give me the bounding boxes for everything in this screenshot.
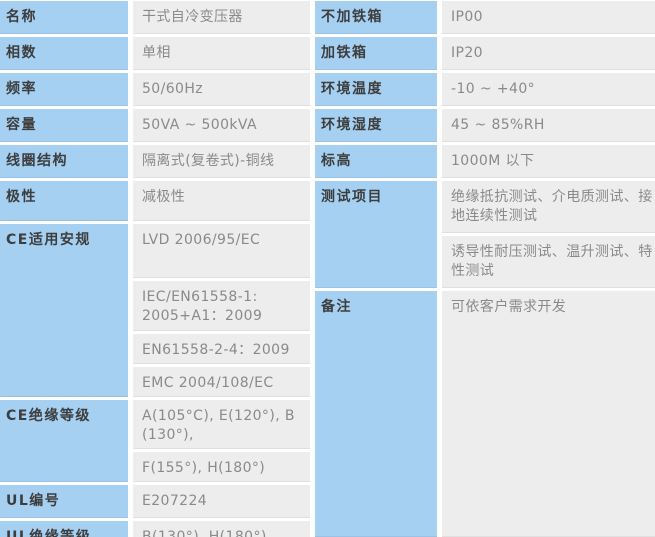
spec-value-test-2: 诱导性耐压测试、温升测试、特性测试 (442, 236, 655, 288)
spec-label-ul-insulation: UL绝缘等级 (0, 521, 128, 537)
spec-table-left: 名称 干式自冷变压器 相数 单相 频率 50/60Hz 容量 50VA ~ 500kVA 线圈结… (0, 1, 310, 537)
spec-label-polarity: 极性 (0, 181, 128, 221)
spec-values-name: 干式自冷变压器 (133, 1, 310, 34)
spec-values-ul-insulation: B(130°), H(180°) (133, 521, 310, 537)
spec-value-ce-ins-2: F(155°), H(180°) (133, 452, 310, 482)
spec-label-altitude: 标高 (315, 145, 437, 178)
spec-row-ambient-humidity: 环境湿度 45 ~ 85%RH (315, 109, 655, 142)
spec-value-phases-value: 单相 (133, 37, 310, 70)
spec-row-name: 名称 干式自冷变压器 (0, 1, 310, 34)
spec-row-altitude: 标高 1000M 以下 (315, 145, 655, 178)
spec-values-coil-structure: 隔离式(复卷式)-铜线 (133, 145, 310, 178)
spec-value-iron-box-value: IP20 (442, 37, 655, 70)
spec-row-ambient-temperature: 环境温度 -10 ~ +40° (315, 73, 655, 106)
spec-value-ul-ins-value: B(130°), H(180°) (133, 521, 310, 537)
spec-value-iec: IEC/EN61558-1: 2005+A1：2009 (133, 281, 310, 331)
spec-values-iron-box: IP20 (442, 37, 655, 70)
spec-values-test-items: 绝缘抵抗测试、介电质测试、接地连续性测试 诱导性耐压测试、温升测试、特性测试 (442, 181, 655, 288)
spec-table-right: 不加铁箱 IP00 加铁箱 IP20 环境温度 -10 ~ +40° 环境湿度 45 ~ 85… (315, 1, 655, 537)
spec-values-ce-safety: LVD 2006/95/EC IEC/EN61558-1: 2005+A1：200… (133, 224, 310, 397)
spec-row-phases: 相数 单相 (0, 37, 310, 70)
spec-value-temp-value: -10 ~ +40° (442, 73, 655, 106)
spec-label-test-items: 测试项目 (315, 181, 437, 288)
spec-values-altitude: 1000M 以下 (442, 145, 655, 178)
spec-values-capacity: 50VA ~ 500kVA (133, 109, 310, 142)
spec-row-polarity: 极性 减极性 (0, 181, 310, 221)
spec-label-capacity: 容量 (0, 109, 128, 142)
spec-values-ul-number: E207224 (133, 485, 310, 518)
spec-values-remark: 可依客户需求开发 (442, 291, 655, 537)
spec-row-remark: 备注 可依客户需求开发 (315, 291, 655, 537)
spec-value-remark-value: 可依客户需求开发 (442, 291, 655, 537)
spec-label-ce-safety: CE适用安规 (0, 224, 128, 397)
spec-row-frequency: 频率 50/60Hz (0, 73, 310, 106)
spec-row-ce-safety: CE适用安规 LVD 2006/95/EC IEC/EN61558-1: 2005+… (0, 224, 310, 397)
spec-value-test-1: 绝缘抵抗测试、介电质测试、接地连续性测试 (442, 181, 655, 233)
spec-value-capacity-value: 50VA ~ 500kVA (133, 109, 310, 142)
spec-row-iron-box: 加铁箱 IP20 (315, 37, 655, 70)
spec-label-frequency: 频率 (0, 73, 128, 106)
spec-values-frequency: 50/60Hz (133, 73, 310, 106)
spec-value-lvd: LVD 2006/95/EC (133, 224, 310, 278)
spec-label-coil-structure: 线圈结构 (0, 145, 128, 178)
spec-label-phases: 相数 (0, 37, 128, 70)
spec-value-ce-ins-1: A(105°C), E(120°), B (130°), (133, 400, 310, 449)
spec-value-ul-number-value: E207224 (133, 485, 310, 518)
spec-row-test-items: 测试项目 绝缘抵抗测试、介电质测试、接地连续性测试 诱导性耐压测试、温升测试、特性测… (315, 181, 655, 288)
spec-values-ambient-humidity: 45 ~ 85%RH (442, 109, 655, 142)
spec-value-no-iron-box-value: IP00 (442, 1, 655, 34)
spec-row-ce-insulation: CE绝缘等级 A(105°C), E(120°), B (130°), F(155°… (0, 400, 310, 482)
spec-value-frequency-value: 50/60Hz (133, 73, 310, 106)
spec-row-coil-structure: 线圈结构 隔离式(复卷式)-铜线 (0, 145, 310, 178)
spec-value-en61558: EN61558-2-4：2009 (133, 334, 310, 364)
spec-label-no-iron-box: 不加铁箱 (315, 1, 437, 34)
spec-values-ce-insulation: A(105°C), E(120°), B (130°), F(155°), H(1… (133, 400, 310, 482)
spec-label-name: 名称 (0, 1, 128, 34)
spec-row-ul-number: UL编号 E207224 (0, 485, 310, 518)
spec-row-ul-insulation: UL绝缘等级 B(130°), H(180°) (0, 521, 310, 537)
spec-value-altitude-value: 1000M 以下 (442, 145, 655, 178)
spec-value-humidity-value: 45 ~ 85%RH (442, 109, 655, 142)
spec-label-remark: 备注 (315, 291, 437, 537)
spec-value-name-value: 干式自冷变压器 (133, 1, 310, 34)
spec-label-ul-number: UL编号 (0, 485, 128, 518)
spec-value-coil-value: 隔离式(复卷式)-铜线 (133, 145, 310, 178)
spec-value-polarity: 减极性 (133, 181, 310, 221)
spec-values-no-iron-box: IP00 (442, 1, 655, 34)
spec-row-capacity: 容量 50VA ~ 500kVA (0, 109, 310, 142)
spec-values-polarity: 减极性 (133, 181, 310, 221)
spec-label-ambient-humidity: 环境湿度 (315, 109, 437, 142)
spec-values-ambient-temperature: -10 ~ +40° (442, 73, 655, 106)
spec-values-phases: 单相 (133, 37, 310, 70)
spec-label-iron-box: 加铁箱 (315, 37, 437, 70)
spec-label-ce-insulation: CE绝缘等级 (0, 400, 128, 482)
spec-row-no-iron-box: 不加铁箱 IP00 (315, 1, 655, 34)
spec-value-emc: EMC 2004/108/EC (133, 367, 310, 397)
spec-label-ambient-temperature: 环境温度 (315, 73, 437, 106)
